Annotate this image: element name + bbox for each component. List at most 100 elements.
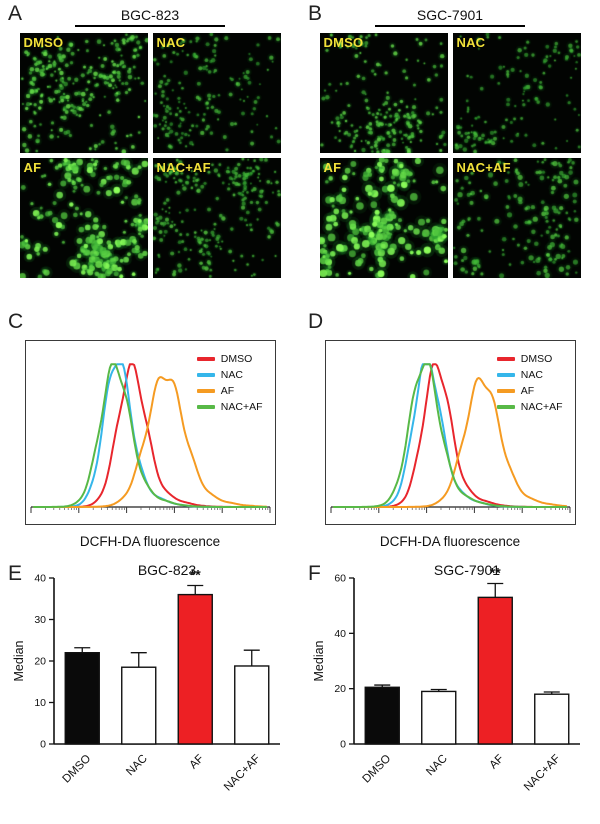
y-axis-label: Median [12,640,26,681]
legend-swatch [196,405,215,409]
y-tick-label: 20 [34,656,46,668]
flow-legend-d: DMSO NAC AF NAC+AF [496,353,563,413]
fluorescence-micrograph [452,158,581,278]
panel-b-title-rule [375,25,525,27]
y-tick-label: 10 [34,697,46,709]
panel-e: E BGC-823 Median 0 10 20 30 40 DMSO NAC AF NAC+A… [0,560,300,824]
y-tick-label: 0 [40,739,46,751]
fluorescence-micrograph [152,158,281,278]
legend-swatch [496,357,515,361]
x-category-label: AF [187,753,206,772]
treatment-label: NAC+AF [156,160,211,175]
x-category-label: NAC [124,753,150,779]
panel-row-bar-charts: E BGC-823 Median 0 10 20 30 40 DMSO NAC AF NAC+A… [0,560,600,824]
x-axis-label: DCFH-DA fluorescence [79,534,221,549]
treatment-label: NAC [456,35,486,50]
legend-swatch [196,357,215,361]
bar-AF [477,596,513,745]
x-category-label: NAC+AF [522,753,563,794]
y-tick-label: 20 [334,683,346,695]
panel-d: D DMSO NAC AF NAC+AF DCFH-DA fluorescence [300,308,600,560]
panel-f-letter: F [308,562,321,585]
fluorescence-micrograph [19,33,148,153]
panel-a-letter: A [8,2,23,25]
x-category-label: DMSO [360,753,393,786]
flow-legend-c: DMSO NAC AF NAC+AF [196,353,263,413]
legend-label: DMSO [520,353,553,365]
treatment-label: DMSO [23,35,64,50]
x-category-label: AF [487,753,506,772]
panel-row-flow-histograms: C DMSO NAC AF NAC+AF DCFH-DA fluorescence D… [0,308,600,560]
treatment-label: NAC [156,35,186,50]
panel-f: F SGC-7901 Median 0 20 40 60 DMSO NAC AF NAC+AF… [300,560,600,824]
legend-row: NAC [196,369,263,381]
treatment-label: AF [323,160,342,175]
bar-NAC+AF [234,665,270,745]
panel-a-cell-line-title: BGC-823 [120,7,180,23]
fluorescence-micrograph [319,33,448,153]
micrograph-tile: NAC [152,33,281,153]
panel-a-title-rule [75,25,225,27]
panel-b-letter: B [308,2,323,25]
panel-c-letter: C [8,310,24,333]
y-tick-label: 40 [334,628,346,640]
flow-curve-NAC+AF [32,363,267,508]
y-tick-label: 30 [34,614,46,626]
legend-swatch [496,405,515,409]
fluorescence-micrograph [19,158,148,278]
legend-swatch [496,389,515,393]
micrograph-tile: DMSO [19,33,148,153]
panel-b-micrograph-grid: DMSO NAC AF NAC+AF [319,33,581,278]
y-tick-label: 0 [340,739,346,751]
legend-label: AF [520,385,535,397]
treatment-label: NAC+AF [456,160,511,175]
fluorescence-micrograph [319,158,448,278]
legend-label: NAC [520,369,543,381]
significance-label: ** [490,565,501,581]
panel-a: A BGC-823 DMSO NAC AF NAC+AF [0,0,300,308]
legend-row: NAC+AF [496,401,563,413]
x-category-label: NAC [424,753,450,779]
flow-histogram-c [30,363,270,513]
micrograph-tile: DMSO [319,33,448,153]
flow-curve-AF [32,376,267,508]
significance-label: ** [190,566,201,582]
legend-swatch [496,373,515,377]
legend-swatch [196,389,215,393]
chart-title: SGC-7901 [434,562,500,578]
bar-chart-sgc7901: SGC-7901 Median 0 20 40 60 DMSO NAC AF NAC+AF ** [312,562,580,794]
x-category-label: NAC+AF [222,753,263,794]
legend-row: NAC [496,369,563,381]
legend-row: AF [196,385,263,397]
bar-chart-bgc823: BGC-823 Median 0 10 20 30 40 DMSO NAC AF NAC+AF *… [12,562,280,794]
bar-NAC+AF [534,693,570,745]
flow-histogram-d [330,363,570,513]
micrograph-tile: NAC+AF [452,158,581,278]
legend-swatch [196,373,215,377]
flow-plot-frame-c: DMSO NAC AF NAC+AF [24,340,276,525]
bar-NAC [121,666,157,745]
treatment-label: AF [23,160,42,175]
x-axis-label: DCFH-DA fluorescence [379,534,521,549]
legend-row: DMSO [196,353,263,365]
panel-e-letter: E [8,562,23,585]
fluorescence-micrograph [152,33,281,153]
chart-title: BGC-823 [138,562,197,578]
bar-DMSO [364,686,400,745]
micrograph-tile: NAC+AF [152,158,281,278]
legend-label: DMSO [220,353,253,365]
panel-d-letter: D [308,310,324,333]
micrograph-tile: NAC [452,33,581,153]
bar-DMSO [64,651,100,745]
panel-a-micrograph-grid: DMSO NAC AF NAC+AF [19,33,281,278]
y-tick-label: 40 [34,573,46,585]
legend-label: NAC+AF [520,401,563,413]
legend-label: NAC+AF [220,401,263,413]
legend-row: NAC+AF [196,401,263,413]
legend-row: AF [496,385,563,397]
panel-row-micrographs: A BGC-823 DMSO NAC AF NAC+AF [0,0,600,308]
flow-curve-NAC+AF [332,363,567,508]
panel-c: C DMSO NAC AF NAC+AF DCFH-DA fluorescence [0,308,300,560]
legend-label: NAC [220,369,243,381]
